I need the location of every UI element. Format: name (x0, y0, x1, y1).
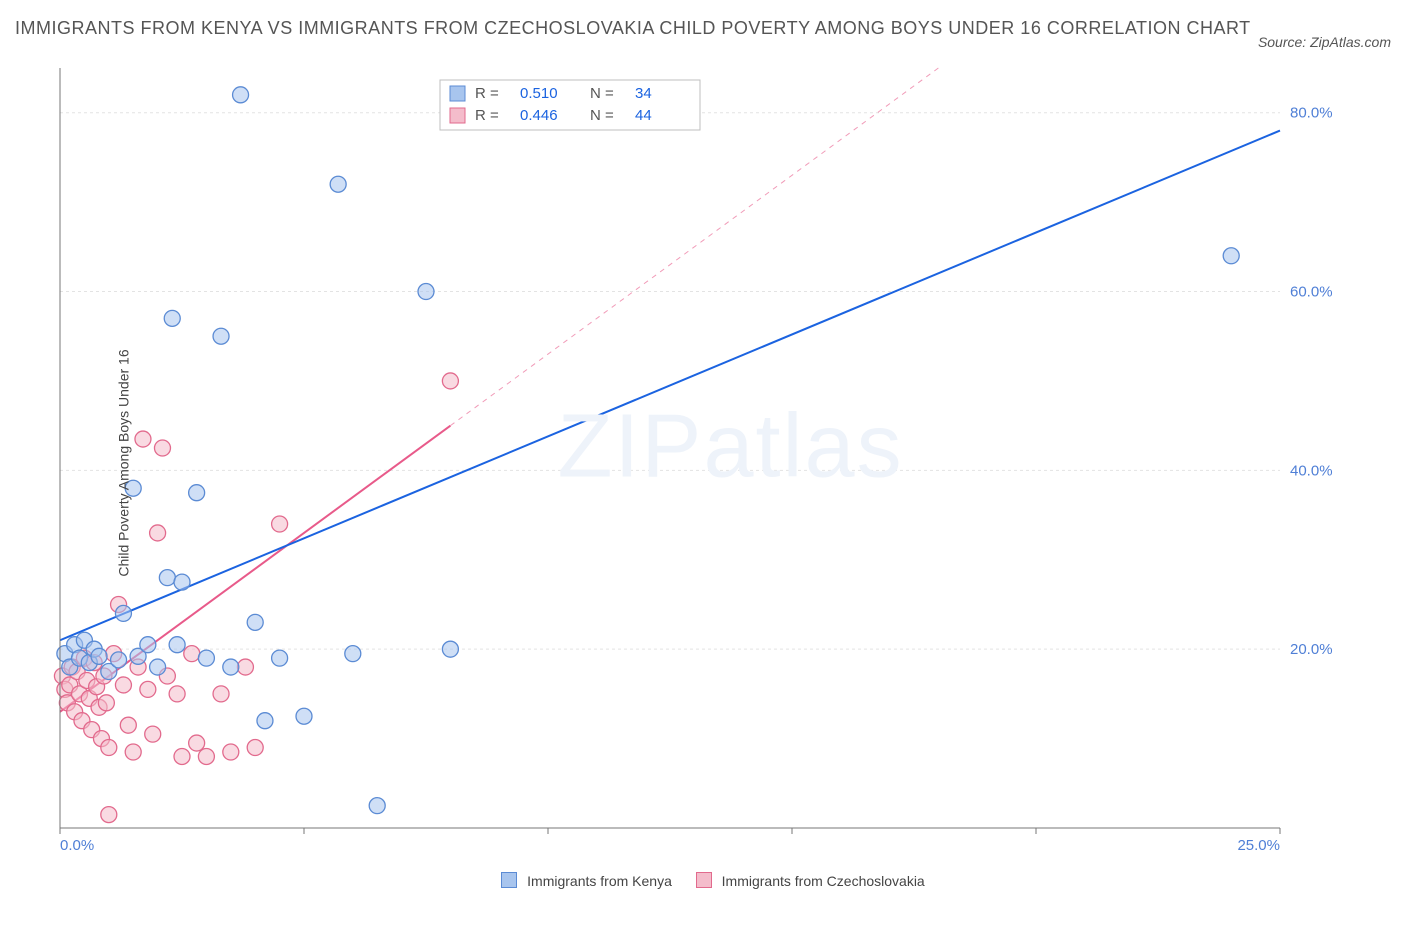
svg-text:20.0%: 20.0% (1290, 641, 1333, 658)
chart-title: IMMIGRANTS FROM KENYA VS IMMIGRANTS FROM… (15, 15, 1251, 42)
legend-swatch-czechoslovakia (696, 872, 712, 888)
svg-text:0.0%: 0.0% (60, 837, 94, 854)
legend-label-kenya: Immigrants from Kenya (527, 873, 672, 889)
svg-text:N =: N = (590, 107, 614, 124)
svg-text:N =: N = (590, 85, 614, 102)
y-axis-label: Child Poverty Among Boys Under 16 (116, 349, 132, 576)
svg-text:60.0%: 60.0% (1290, 284, 1333, 301)
svg-text:80.0%: 80.0% (1290, 105, 1333, 122)
scatter-chart: 20.0% 40.0% 60.0% 80.0% 0.0% 25.0% R = 0.510 N =… (15, 58, 1345, 868)
bottom-legend: Immigrants from Kenya Immigrants from Cz… (15, 872, 1391, 889)
source-credit: Source: ZipAtlas.com (1258, 34, 1391, 50)
svg-text:R =: R = (475, 107, 499, 124)
legend-label-czechoslovakia: Immigrants from Czechoslovakia (722, 873, 925, 889)
header: IMMIGRANTS FROM KENYA VS IMMIGRANTS FROM… (15, 15, 1391, 50)
svg-text:40.0%: 40.0% (1290, 462, 1333, 479)
svg-text:0.510: 0.510 (520, 85, 558, 102)
svg-text:25.0%: 25.0% (1237, 837, 1280, 854)
svg-text:R =: R = (475, 85, 499, 102)
chart-container: Child Poverty Among Boys Under 16 ZIPatl… (15, 58, 1391, 868)
svg-text:44: 44 (635, 107, 652, 124)
legend-swatch-kenya (501, 872, 517, 888)
svg-text:34: 34 (635, 85, 652, 102)
svg-text:0.446: 0.446 (520, 107, 558, 124)
